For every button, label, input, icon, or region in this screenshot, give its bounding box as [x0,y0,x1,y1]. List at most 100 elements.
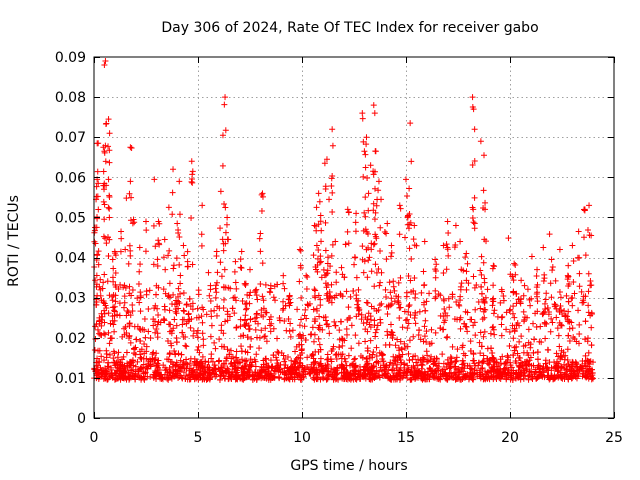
data-point [371,240,378,247]
data-point [183,365,190,372]
data-point [527,341,534,348]
data-point [314,307,321,314]
data-point [545,308,552,315]
data-point [238,264,245,271]
data-point [381,372,388,379]
data-point [256,345,263,352]
data-point [566,337,573,344]
data-point [219,132,226,139]
data-point [159,376,166,383]
data-point [106,351,113,358]
data-point [210,366,217,373]
data-point [437,376,444,383]
data-point [515,296,522,303]
data-point [463,277,470,284]
data-point [391,357,398,364]
data-point [313,227,320,234]
data-point [224,214,231,221]
data-point [315,335,322,342]
data-point [317,355,324,362]
data-point [329,173,336,180]
data-point [121,304,128,311]
data-point [451,370,458,377]
data-point [174,220,181,227]
data-point [336,344,343,351]
data-point [366,254,373,261]
data-point [125,260,132,267]
data-point [95,261,102,268]
data-point [173,322,180,329]
data-point [301,368,308,375]
data-point [467,371,474,378]
data-point [406,245,413,252]
data-point [362,164,369,171]
data-point [291,374,298,381]
y-tick-label: 0 [77,411,86,427]
data-point [323,284,330,291]
data-point [518,277,525,284]
data-point [373,344,380,351]
data-point [528,295,535,302]
data-point [470,106,477,113]
data-point [206,372,213,379]
data-point [277,361,284,368]
data-point [161,236,168,243]
data-point [465,376,472,383]
data-point [310,374,317,381]
data-point [549,264,556,271]
data-point [189,306,196,313]
data-point [231,268,238,275]
data-point [187,355,194,362]
data-point [511,328,518,335]
data-point [582,293,589,300]
data-point [110,359,117,366]
data-point [569,242,576,249]
data-point [189,175,196,182]
data-point [462,323,469,330]
data-point [345,370,352,377]
data-point [178,351,185,358]
data-point [579,358,586,365]
data-point [499,313,506,320]
data-point [509,322,516,329]
data-point [258,312,265,319]
data-point [365,257,372,264]
data-point [564,272,571,279]
data-point [338,264,345,271]
data-point [205,269,212,276]
data-point [421,333,428,340]
data-point [544,372,551,379]
data-point [137,308,144,315]
data-point [180,307,187,314]
data-point [212,373,219,380]
data-point [258,327,265,334]
data-point [546,231,553,238]
data-point [376,302,383,309]
data-point [441,319,448,326]
data-point [95,206,102,213]
data-point [100,366,107,373]
data-point [287,364,294,371]
data-point [549,319,556,326]
data-point [249,376,256,383]
x-tick-label: 10 [293,430,311,446]
data-point [118,228,125,235]
data-point [121,293,128,300]
data-point [478,283,485,290]
data-point [181,308,188,315]
data-point [149,355,156,362]
data-point [362,326,369,333]
data-point [199,202,206,209]
data-point [291,358,298,365]
data-point [232,363,239,370]
y-tick-label: 0.01 [55,371,86,387]
data-point [199,319,206,326]
data-point [445,295,452,302]
data-point [560,349,567,356]
data-point [383,256,390,263]
data-point [576,254,583,261]
data-point [263,309,270,316]
data-point [371,216,378,223]
data-point [170,291,177,298]
data-point [189,300,196,307]
